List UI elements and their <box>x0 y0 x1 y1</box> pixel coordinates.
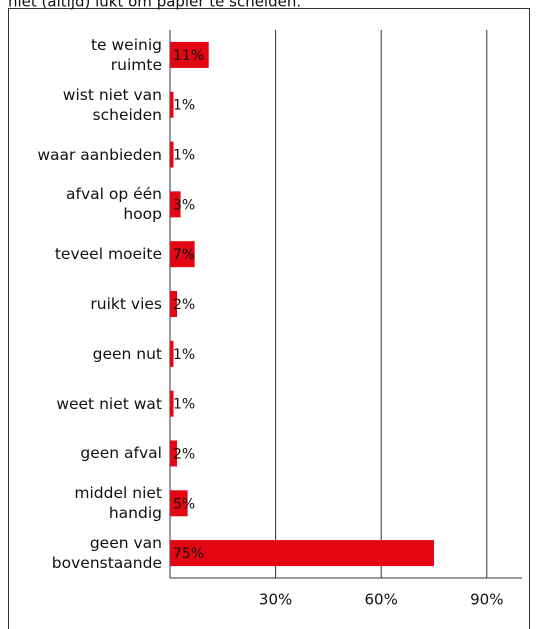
value-label: 3% <box>173 197 195 213</box>
y-tick-label: middel niet handig <box>74 484 162 523</box>
value-label: 1% <box>173 148 195 164</box>
bar <box>170 191 181 218</box>
y-tick-label: afval op één hoop <box>65 185 162 224</box>
bar <box>170 490 188 517</box>
y-tick-label: waar aanbieden <box>37 145 162 164</box>
bar <box>170 390 174 417</box>
bar <box>170 440 178 467</box>
y-tick-label: geen afval <box>80 444 162 463</box>
y-tick-label: geen van bovenstaande <box>51 534 162 573</box>
bar <box>170 91 174 118</box>
x-tick-label: 90% <box>470 591 503 609</box>
value-label: 1% <box>173 98 195 114</box>
frame <box>8 8 530 629</box>
value-label: 1% <box>173 347 195 363</box>
value-label: 11% <box>173 48 204 64</box>
bar <box>170 241 195 268</box>
x-tick-label: 60% <box>365 591 398 609</box>
y-tick-label: weet niet wat <box>56 394 162 413</box>
y-tick-label: teveel moeite <box>54 245 162 264</box>
bar <box>170 340 174 367</box>
bar <box>170 291 178 317</box>
value-label: 2% <box>173 446 195 462</box>
y-tick-label: ruikt vies <box>90 295 162 313</box>
y-tick-label: te weinig ruimte <box>90 35 162 74</box>
bar <box>170 141 174 168</box>
value-label: 5% <box>173 496 195 512</box>
y-tick-label: wist niet van scheiden <box>62 85 162 124</box>
value-label: 1% <box>173 397 195 413</box>
value-label: 7% <box>173 247 195 263</box>
bar <box>170 41 209 68</box>
y-tick-label: geen nut <box>92 344 162 363</box>
value-label: 2% <box>173 297 195 313</box>
bar <box>170 540 434 567</box>
chart-title: niet (altijd) lukt om papier te scheiden… <box>8 0 301 11</box>
x-tick-label: 30% <box>259 591 292 609</box>
value-label: 75% <box>173 546 204 562</box>
